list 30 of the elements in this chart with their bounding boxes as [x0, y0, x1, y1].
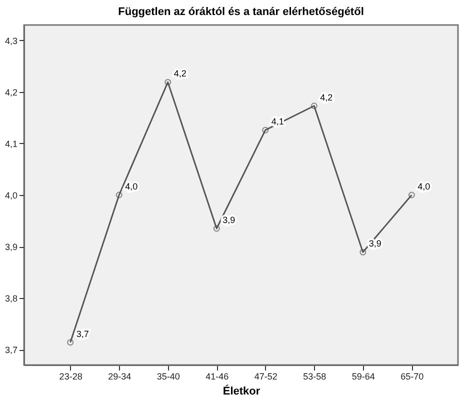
y-tick-label: 3,7 — [4, 345, 18, 356]
x-tick-label: 23-28 — [59, 372, 82, 382]
chart-title: Független az óráktól és a tanár elérhetőségétől — [118, 6, 364, 18]
data-label: 4,2 — [320, 92, 333, 102]
point — [164, 78, 172, 86]
y-tick-label: 3,8 — [4, 294, 18, 304]
point — [213, 225, 220, 232]
data-label: 4,2 — [174, 68, 186, 79]
point — [262, 126, 269, 134]
data-label: 3,9 — [368, 238, 382, 249]
data-label: 4,0 — [125, 182, 138, 192]
data-label: 3,9 — [222, 214, 236, 225]
x-tick-label: 59-64 — [352, 372, 375, 382]
y-tick-label: 3,9 — [4, 242, 18, 252]
x-axis-title: Életkor — [222, 384, 261, 398]
point — [310, 102, 318, 110]
x-tick-label: 65-70 — [400, 372, 424, 382]
y-tick-label: 4,2 — [4, 87, 18, 98]
data-label: 4,0 — [418, 182, 430, 192]
y-tick-label: 4,0 — [4, 190, 18, 200]
x-tick-label: 53-58 — [303, 372, 326, 382]
y-tick-label: 4,3 — [4, 36, 18, 46]
data-label: 3,7 — [76, 328, 89, 339]
x-tick-label: 41-46 — [206, 372, 229, 382]
x-tick-label: 35-40 — [156, 372, 180, 382]
y-tick-label: 4,1 — [4, 138, 18, 149]
point — [116, 192, 122, 198]
point — [360, 248, 366, 256]
x-tick-label: 47-52 — [254, 372, 278, 382]
x-tick-label: 29-34 — [108, 372, 132, 382]
